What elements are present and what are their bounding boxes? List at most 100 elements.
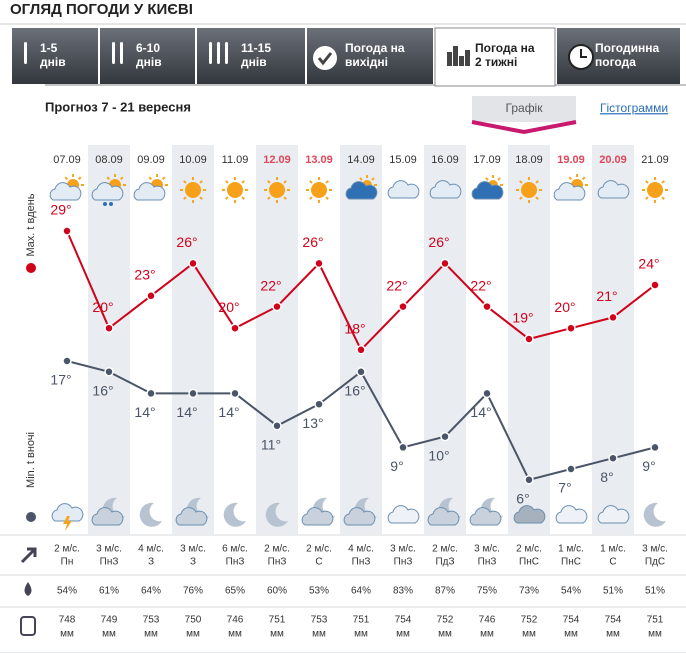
night-icon	[597, 505, 630, 524]
day-icon	[264, 177, 290, 203]
sun-ray	[359, 177, 363, 181]
column-stripe	[424, 145, 466, 535]
legend-dot	[26, 512, 36, 522]
night-icon	[301, 497, 335, 526]
tab-icon	[120, 42, 123, 64]
temp-label: 18°	[344, 321, 365, 337]
night-icon	[51, 503, 84, 531]
wind-speed: 3 м/с.	[642, 544, 668, 555]
date-label: 15.09	[389, 154, 417, 166]
temp-point	[440, 258, 450, 269]
temp-label: 10°	[428, 447, 449, 463]
date-label: 17.09	[473, 154, 501, 166]
column-stripe	[592, 145, 634, 535]
cloud	[427, 507, 460, 526]
tab-label: Погодинна	[595, 41, 659, 55]
column-stripe	[88, 145, 130, 535]
temp-label: 9°	[642, 458, 655, 474]
wind-direction: З	[148, 557, 154, 568]
pressure-unit: мм	[522, 629, 536, 640]
cloud	[597, 505, 630, 524]
pressure-unit: мм	[438, 629, 452, 640]
wind-speed: 4 м/с.	[348, 544, 374, 555]
pressure-icon	[20, 616, 36, 636]
sun-ray	[225, 180, 229, 184]
pressure: 746	[227, 615, 244, 626]
cloud	[51, 503, 84, 522]
tab-icon	[217, 42, 220, 64]
humidity: 54%	[57, 586, 77, 597]
view-active	[472, 96, 576, 122]
temp-point	[650, 280, 660, 290]
temp-point	[272, 421, 282, 431]
sun-ray	[325, 180, 329, 184]
legend-dot	[26, 263, 36, 273]
temp-point	[62, 226, 72, 236]
tab-icon	[453, 46, 458, 66]
temp-point	[146, 291, 156, 301]
sun-ray	[161, 176, 166, 181]
temp-point	[272, 301, 282, 312]
wind-direction: С	[609, 557, 616, 568]
humidity: 76%	[183, 586, 203, 597]
sun-ray	[119, 176, 124, 181]
cloud	[555, 505, 588, 524]
date-label: 11.09	[222, 154, 249, 166]
humidity: 53%	[309, 586, 329, 597]
date-label: 09.09	[137, 154, 165, 166]
night-icon	[139, 502, 162, 527]
night-icon	[513, 505, 546, 524]
wind-speed: 2 м/с.	[516, 544, 542, 555]
temp-label: 19°	[512, 310, 533, 326]
cloud	[469, 507, 502, 526]
sun-ray	[535, 180, 539, 184]
day-icon	[471, 175, 504, 200]
view-button[interactable]: Графік	[506, 101, 544, 115]
temp-point	[104, 323, 114, 333]
humidity: 51%	[603, 586, 623, 597]
humidity: 64%	[141, 586, 161, 597]
pressure-unit: мм	[564, 629, 578, 640]
temp-label: 26°	[428, 234, 449, 250]
moon	[223, 502, 246, 527]
pressure: 754	[563, 615, 580, 626]
day-icon	[387, 180, 420, 199]
temp-label: 26°	[302, 234, 323, 250]
sun	[311, 182, 327, 198]
pressure: 754	[605, 615, 622, 626]
temp-point	[524, 334, 534, 344]
sun-ray	[485, 177, 489, 181]
temp-point	[230, 323, 240, 333]
sun	[521, 182, 537, 198]
sun	[647, 182, 663, 198]
tab-icon	[24, 42, 27, 64]
pressure: 746	[479, 615, 496, 626]
date-label: 10.09	[179, 154, 207, 166]
temp-label: 8°	[600, 469, 613, 485]
temp-label: 6°	[516, 491, 529, 507]
cloud	[91, 182, 124, 201]
pressure: 751	[353, 615, 370, 626]
wind-speed: 3 м/с.	[96, 544, 122, 555]
wind-speed: 2 м/с.	[264, 544, 290, 555]
tab[interactable]: Погода на2 тижні	[434, 27, 556, 87]
sun-ray	[309, 196, 313, 200]
view-link[interactable]: Гістограмми	[600, 101, 668, 115]
cloud	[133, 182, 166, 201]
temp-label: 14°	[176, 404, 197, 420]
table-bg	[0, 534, 686, 653]
temp-point	[314, 258, 324, 269]
temp-point	[608, 453, 618, 463]
temp-label: 22°	[386, 277, 407, 293]
temp-label: 14°	[470, 404, 491, 420]
night-icon	[91, 497, 125, 526]
tab-label: вихідні	[345, 55, 388, 69]
temp-label: 7°	[558, 480, 571, 496]
temp-label: 16°	[344, 383, 365, 399]
tab-icon	[459, 56, 464, 66]
